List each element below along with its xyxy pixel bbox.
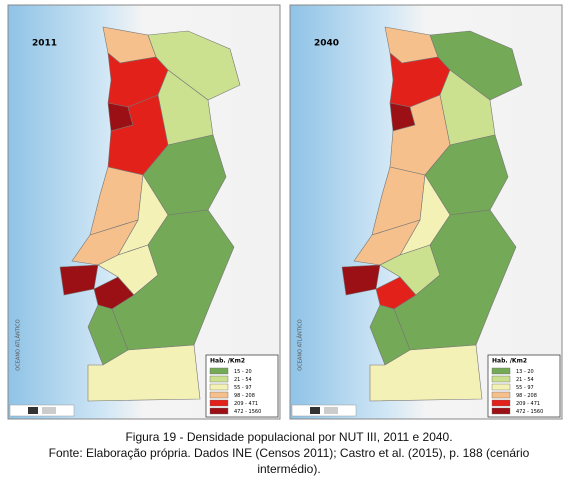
caption-line: Figura 19 - Densidade populacional por N… [125,430,453,444]
logo [324,407,338,414]
logo [42,407,56,414]
legend-swatch [491,399,511,407]
logo [28,407,38,414]
legend-label: 98 - 208 [234,393,255,399]
legend-label: 55 - 97 [234,385,252,391]
legend-title: Hab. /Km2 [492,358,527,365]
region [429,30,523,101]
legend-swatch [491,383,511,391]
map-panel: 2040 OCEANO ATLÂNTICO Hab. /Km2 13 - 20 21 -… [289,4,563,420]
legend-swatch [209,367,229,375]
caption-line: Fonte: Elaboração própria. Dados INE (Ce… [48,446,530,460]
legend-swatch [491,367,511,375]
legend-swatch [491,407,511,415]
legend-label: 472 - 1560 [516,409,543,415]
region [147,30,241,101]
region [87,344,201,402]
legend-label: 209 - 471 [234,401,258,407]
legend-label: 21 - 54 [234,377,252,383]
legend-swatch [209,383,229,391]
maps: 2011 OCEANO ATLÂNTICO Hab. /Km2 15 - 20 21 -… [7,4,563,420]
ocean-label: OCEANO ATLÂNTICO [297,319,304,370]
legend-swatch [491,375,511,383]
region [369,344,483,402]
legend-swatch [209,399,229,407]
logo [310,407,320,414]
legend-label: 13 - 20 [516,369,534,375]
legend-label: 15 - 20 [234,369,252,375]
legend-label: 55 - 97 [516,385,534,391]
year-label: 2011 [32,39,57,49]
map-panel: 2011 OCEANO ATLÂNTICO Hab. /Km2 15 - 20 21 -… [7,4,281,420]
year-label: 2040 [314,39,339,49]
legend-title: Hab. /Km2 [210,358,245,365]
legend-swatch [209,391,229,399]
ocean-label: OCEANO ATLÂNTICO [15,319,22,370]
legend-swatch [491,391,511,399]
legend-swatch [209,375,229,383]
legend-label: 21 - 54 [516,377,534,383]
legend-box [205,354,279,418]
caption-line: intermédio). [257,462,321,476]
legend-label: 209 - 471 [516,401,540,407]
legend-label: 472 - 1560 [234,409,261,415]
legend-label: 98 - 208 [516,393,537,399]
legend-swatch [209,407,229,415]
